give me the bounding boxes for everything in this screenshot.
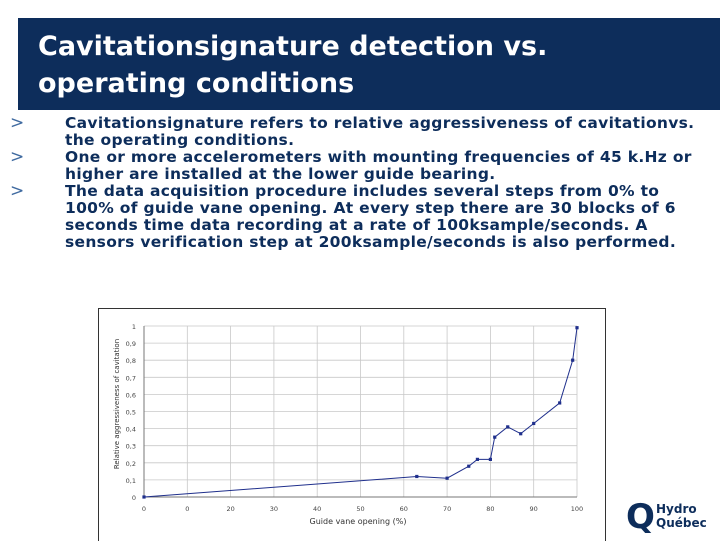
x-tick-label: 80: [486, 505, 494, 513]
cavitation-chart: 00,10,20,30,40,50,60,70,80,910 0 20 30 40 50 6…: [113, 323, 584, 526]
logo-q-icon: Q: [626, 497, 655, 537]
data-point: [445, 476, 449, 480]
x-tick-label: 20: [226, 505, 234, 513]
logo-line1: Hydro: [656, 502, 697, 516]
data-point: [506, 425, 510, 429]
x-axis-label: Guide vane opening (%): [310, 517, 407, 526]
y-tick-label: 0,1: [126, 477, 136, 485]
bullet-text: The data acquisition procedure includes …: [65, 182, 677, 251]
data-point: [575, 326, 579, 330]
x-tick-label: 100: [571, 505, 583, 513]
y-axis-label: Relative aggressiveness of cavitation: [113, 339, 121, 469]
data-point: [467, 464, 471, 468]
x-tick-label: 30: [270, 505, 278, 513]
chart-frame: 0 0,1 0,2 0,3 0,4 0,5 0,6 0,7 0,8 0,9 1 0 0 20 30 40 50 6…: [98, 308, 606, 541]
y-tick-label: 0,9: [126, 340, 136, 348]
data-point: [519, 432, 523, 436]
x-tick-label: 90: [530, 505, 538, 513]
series-layer: [142, 326, 579, 499]
data-point: [415, 474, 419, 479]
hydro-quebec-logo: Q Hydro Québec: [626, 498, 716, 538]
slide-title: Cavitationsignature detection vs. operat…: [38, 31, 548, 99]
bullet-text: One or more accelerometers with mounting…: [65, 148, 692, 183]
bullet-marker: >: [10, 147, 25, 167]
y-tick-label: 0,3: [126, 443, 136, 451]
tick-layer: 00,10,20,30,40,50,60,70,80,910 0 20 30 40 50 6…: [126, 323, 584, 513]
y-tick-label: 0,4: [126, 426, 136, 434]
x-tick-label: 40: [313, 505, 321, 513]
y-tick-label: 1: [132, 323, 136, 331]
data-point: [493, 435, 497, 439]
bullet-item: > One or more accelerometers with mountin…: [10, 149, 710, 183]
data-point: [558, 401, 562, 405]
x-tick-label: 60: [400, 505, 408, 513]
data-point: [571, 358, 575, 362]
data-point: [475, 457, 480, 461]
data-point: [488, 457, 492, 461]
title-bar: Cavitationsignature detection vs. operat…: [18, 18, 720, 110]
y-tick-label: 0,7: [126, 374, 136, 382]
y-tick-label: 0,8: [126, 357, 136, 365]
y-tick-label: 0: [132, 494, 136, 502]
y-tick-label: 0,2: [126, 460, 136, 468]
data-point: [142, 495, 146, 499]
logo-line2: Québec: [656, 516, 707, 530]
x-tick-label: 70: [443, 505, 451, 513]
bullet-marker: >: [10, 113, 25, 133]
bullet-marker: >: [10, 181, 25, 201]
y-tick-label: 0,5: [126, 409, 136, 417]
bullet-item: > The data acquisition procedure includes…: [10, 183, 710, 251]
bullet-text: Cavitationsignature refers to relative a…: [65, 114, 695, 149]
x-tick-label: 50: [356, 505, 364, 513]
bullet-item: > Cavitationsignature refers to relative …: [10, 115, 710, 149]
axis-layer: [143, 326, 577, 498]
grid-layer: [144, 325, 578, 497]
bullet-list: > Cavitationsignature refers to relative …: [10, 115, 710, 251]
y-tick-label: 0,6: [126, 391, 136, 399]
x-tick-label: 0: [185, 505, 189, 513]
x-tick-label: 0: [142, 505, 146, 513]
data-point: [532, 421, 536, 426]
